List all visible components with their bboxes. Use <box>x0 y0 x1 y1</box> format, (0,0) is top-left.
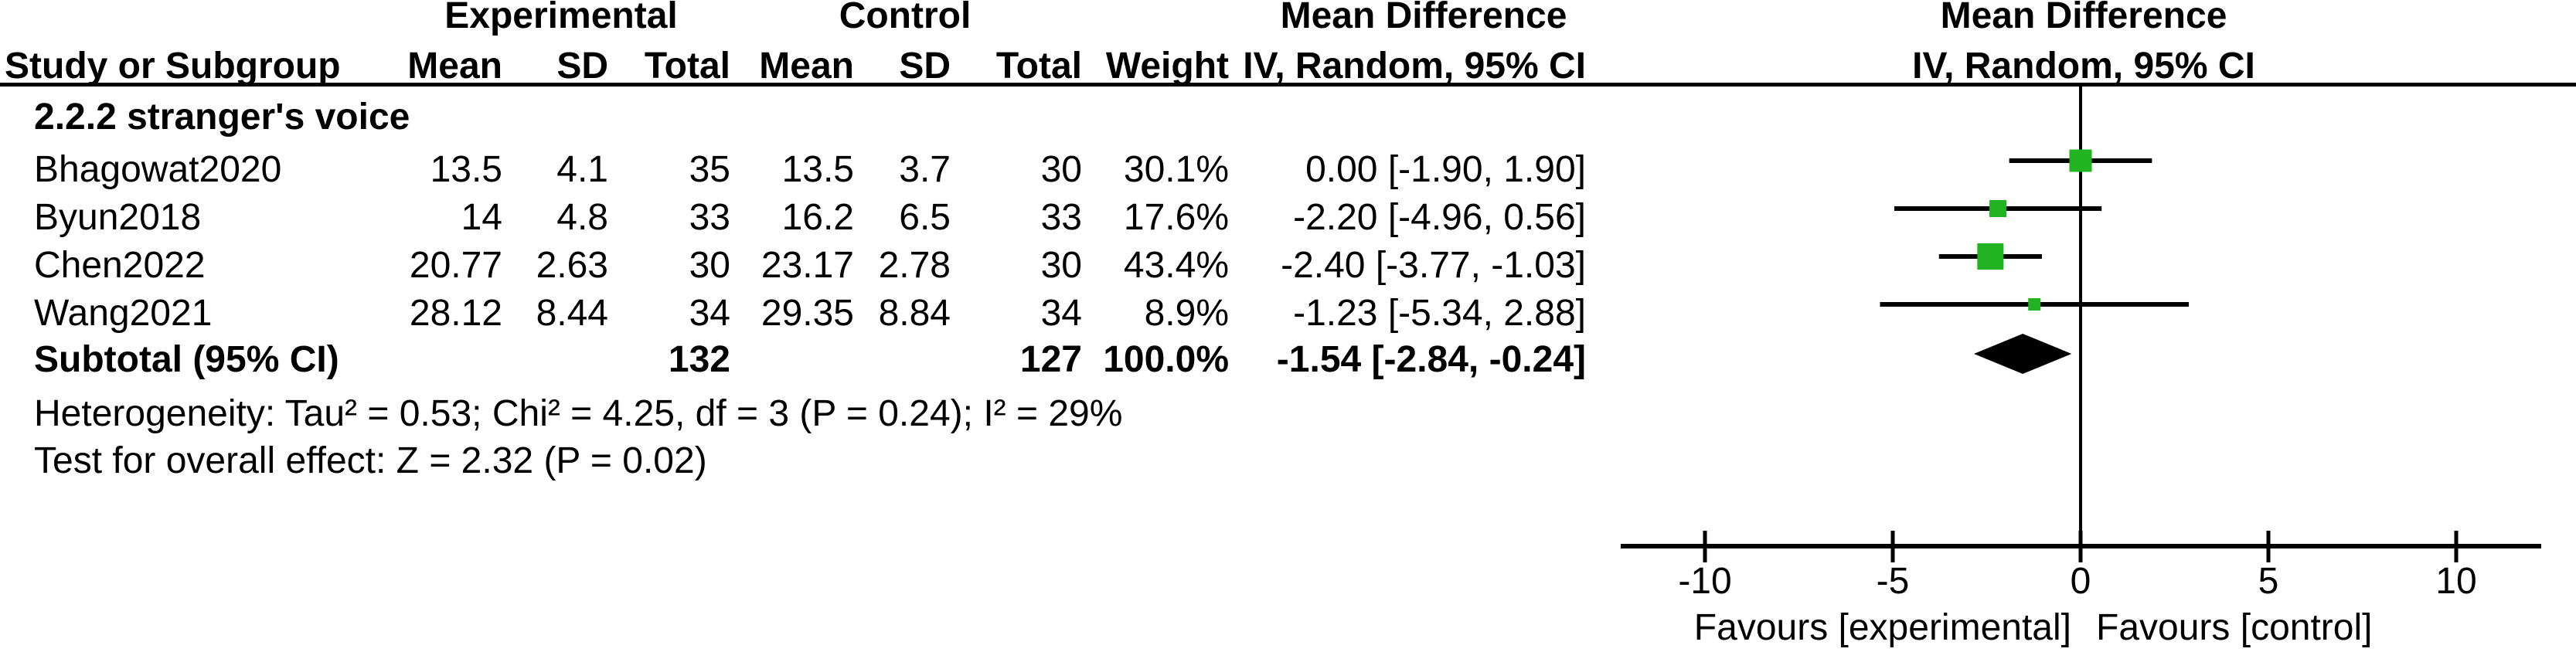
table-cell-weight: 17.6% <box>1123 197 1229 238</box>
table-cell-mean_c: 29.35 <box>761 293 854 334</box>
col-header-mean-ctrl: Mean <box>759 46 854 87</box>
table-row: Chen2022 20.77 2.63 30 23.17 2.78 30 43.4% -2.40… <box>0 244 2576 287</box>
effect-square <box>1977 243 2004 270</box>
col-header-mean-exp: Mean <box>407 46 502 87</box>
axis-tick-label: 5 <box>2258 561 2279 602</box>
table-cell-study: Wang2021 <box>34 293 213 334</box>
table-cell-mean_e: 20.77 <box>409 245 502 286</box>
effect-square <box>2069 149 2092 172</box>
heterogeneity-note: Heterogeneity: Tau² = 0.53; Chi² = 4.25,… <box>34 393 1123 434</box>
col-header-ci-table: IV, Random, 95% CI <box>1243 46 1586 87</box>
table-cell-ci: -1.23 [-5.34, 2.88] <box>1293 293 1586 334</box>
table-cell-sd_e: 4.1 <box>556 149 608 190</box>
table-cell-sd_c: 3.7 <box>899 149 951 190</box>
table-cell-sd_e: 2.63 <box>536 245 608 286</box>
table-cell-total_c: 34 <box>1040 293 1082 334</box>
axis-tick-label: -5 <box>1877 561 1910 602</box>
table-cell-total_c: 30 <box>1040 149 1082 190</box>
favours-control-label: Favours [control] <box>2096 607 2372 648</box>
favours-experimental-label: Favours [experimental] <box>1694 607 2071 648</box>
table-cell-weight: 43.4% <box>1123 245 1229 286</box>
axis-tick <box>1890 531 1895 562</box>
table-cell-total_c: 33 <box>1040 197 1082 238</box>
effect-square <box>2028 298 2041 311</box>
table-cell-total_e: 35 <box>689 149 730 190</box>
table-cell-sd_e: 8.44 <box>536 293 608 334</box>
axis-tick <box>2078 531 2083 562</box>
subtotal-row: Subtotal (95% CI) 132 127 100.0% -1.54 [… <box>0 338 2576 382</box>
table-cell-mean_c: 23.17 <box>761 245 854 286</box>
col-header-study: Study or Subgroup <box>5 46 341 87</box>
table-cell-mean_e: 13.5 <box>430 149 502 190</box>
subtotal-weight: 100.0% <box>1103 339 1229 380</box>
table-cell-total_e: 33 <box>689 197 730 238</box>
col-header-sd-ctrl: SD <box>899 46 951 87</box>
table-effect-title: Mean Difference <box>1280 0 1567 36</box>
subgroup-title: 2.2.2 stranger's voice <box>34 97 410 138</box>
table-cell-sd_e: 4.8 <box>556 197 608 238</box>
subtotal-ci: -1.54 [-2.84, -0.24] <box>1276 339 1586 380</box>
table-row: Byun2018 14 4.8 33 16.2 6.5 33 17.6% -2.20 [-4.9… <box>0 196 2576 239</box>
col-header-total-ctrl: Total <box>995 46 1082 87</box>
table-cell-mean_e: 28.12 <box>409 293 502 334</box>
table-cell-total_c: 30 <box>1040 245 1082 286</box>
header-separator-line <box>0 83 2576 87</box>
axis-tick <box>2454 531 2459 562</box>
zero-effect-line <box>2079 87 2082 548</box>
col-header-sd-exp: SD <box>556 46 608 87</box>
table-row: Wang2021 28.12 8.44 34 29.35 8.84 34 8.9% -1.23 … <box>0 292 2576 335</box>
axis-tick-label: 10 <box>2435 561 2476 602</box>
table-row: Bhagowat2020 13.5 4.1 35 13.5 3.7 30 30.1% 0.00 … <box>0 148 2576 192</box>
pooled-diamond <box>1973 334 2072 374</box>
table-cell-sd_c: 8.84 <box>878 293 951 334</box>
effect-square <box>1989 200 2007 217</box>
table-cell-ci: 0.00 [-1.90, 1.90] <box>1305 149 1586 190</box>
axis-tick-label: -10 <box>1678 561 1731 602</box>
table-cell-mean_e: 14 <box>461 197 502 238</box>
axis-tick <box>1703 531 1707 562</box>
control-group-title: Control <box>839 0 972 36</box>
axis-tick-label: 0 <box>2071 561 2091 602</box>
table-cell-study: Chen2022 <box>34 245 206 286</box>
table-cell-mean_c: 13.5 <box>781 149 854 190</box>
col-header-ci-plot: IV, Random, 95% CI <box>1912 46 2255 87</box>
table-cell-study: Byun2018 <box>34 197 202 238</box>
table-cell-sd_c: 2.78 <box>878 245 951 286</box>
col-header-total-exp: Total <box>644 46 730 87</box>
axis-tick <box>2266 531 2271 562</box>
table-cell-total_e: 30 <box>689 245 730 286</box>
subtotal-total-exp: 132 <box>668 339 730 380</box>
table-cell-mean_c: 16.2 <box>781 197 854 238</box>
subtotal-total-ctrl: 127 <box>1019 339 1082 380</box>
col-header-weight: Weight <box>1105 46 1229 87</box>
table-cell-weight: 30.1% <box>1123 149 1229 190</box>
table-cell-sd_c: 6.5 <box>899 197 951 238</box>
plot-effect-title: Mean Difference <box>1940 0 2227 36</box>
table-cell-weight: 8.9% <box>1144 293 1229 334</box>
overall-effect-note: Test for overall effect: Z = 2.32 (P = 0… <box>34 440 707 481</box>
table-cell-study: Bhagowat2020 <box>34 149 282 190</box>
experimental-group-title: Experimental <box>444 0 678 36</box>
subtotal-label: Subtotal (95% CI) <box>34 339 339 380</box>
table-cell-ci: -2.40 [-3.77, -1.03] <box>1281 245 1586 286</box>
table-cell-total_e: 34 <box>689 293 730 334</box>
table-cell-ci: -2.20 [-4.96, 0.56] <box>1293 197 1586 238</box>
